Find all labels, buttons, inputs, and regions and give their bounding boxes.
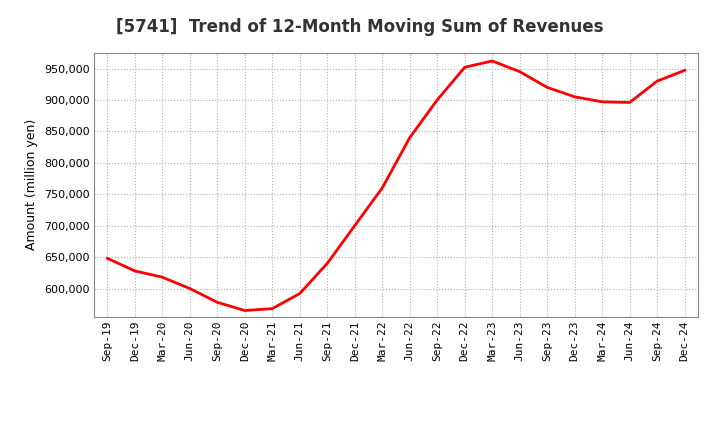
Y-axis label: Amount (million yen): Amount (million yen) bbox=[25, 119, 38, 250]
Text: [5741]  Trend of 12-Month Moving Sum of Revenues: [5741] Trend of 12-Month Moving Sum of R… bbox=[116, 18, 604, 36]
